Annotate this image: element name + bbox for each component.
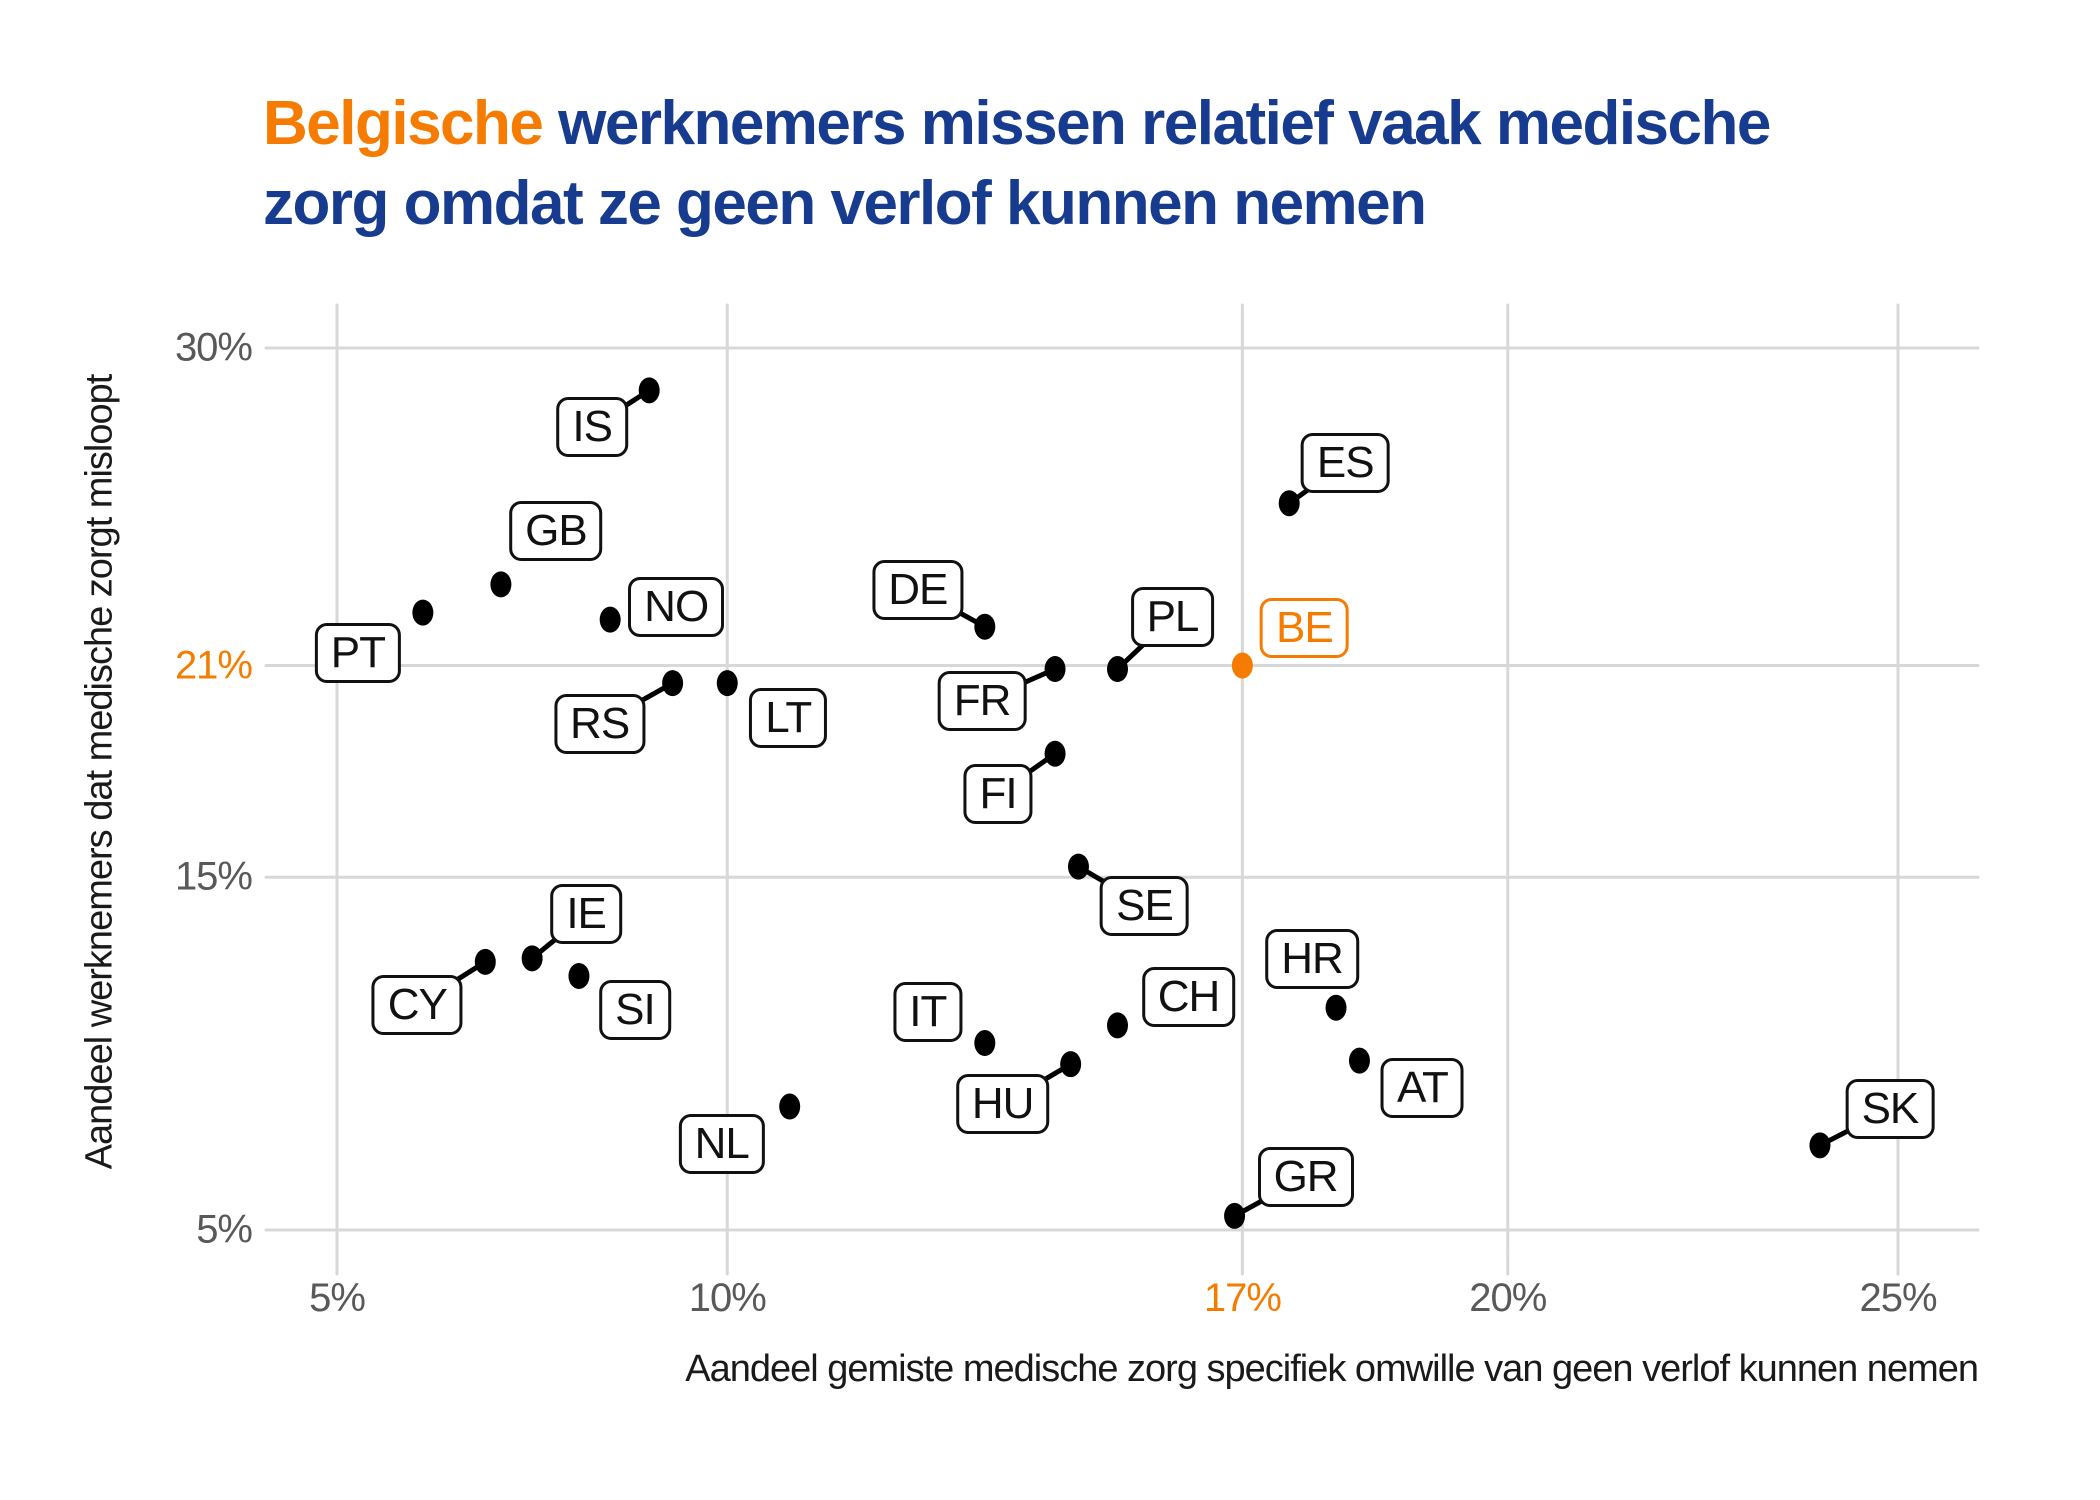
data-point-NL — [779, 1093, 801, 1120]
chart-title-line1: Belgische werknemers missen relatief vaa… — [263, 84, 1771, 164]
chart-title: Belgische werknemers missen relatief vaa… — [263, 84, 1771, 244]
country-label-FR: FR — [937, 671, 1027, 732]
country-label-BE: BE — [1260, 597, 1349, 658]
country-label-RS: RS — [554, 694, 646, 755]
data-point-RS — [662, 670, 684, 697]
x-tick-label-5%: 5% — [309, 1276, 366, 1320]
data-point-FR — [1044, 656, 1066, 683]
country-label-GB: GB — [509, 501, 603, 562]
x-axis-title: Aandeel gemiste medische zorg specifiek … — [685, 1348, 1979, 1390]
x-tick-label-10%: 10% — [688, 1276, 767, 1320]
country-label-AT: AT — [1380, 1057, 1464, 1118]
data-point-PT — [412, 599, 434, 626]
country-label-FI: FI — [963, 763, 1033, 824]
country-label-SI: SI — [599, 979, 671, 1040]
data-point-IS — [638, 377, 660, 404]
country-label-NO: NO — [628, 576, 725, 637]
country-label-HR: HR — [1265, 928, 1359, 989]
country-label-ES: ES — [1300, 433, 1390, 494]
data-point-FI — [1044, 740, 1066, 767]
y-tick-label-15%: 15% — [174, 854, 253, 899]
data-point-IE — [521, 945, 543, 972]
country-label-CH: CH — [1141, 967, 1236, 1028]
y-tick-label-30%: 30% — [174, 325, 253, 370]
data-point-HU — [1060, 1051, 1082, 1078]
chart-title-line1-rest: werknemers missen relatief vaak medische — [542, 89, 1771, 158]
data-point-PL — [1107, 656, 1128, 683]
country-label-IS: IS — [556, 397, 628, 458]
data-point-DE — [974, 613, 996, 640]
x-tick-label-17%: 17% — [1203, 1276, 1282, 1320]
y-axis-title: Aandeel werknemers dat medische zorgt mi… — [78, 374, 121, 1170]
country-label-GR: GR — [1257, 1146, 1354, 1207]
y-tick-label-21%: 21% — [174, 643, 253, 688]
country-label-SK: SK — [1845, 1079, 1935, 1140]
country-label-CY: CY — [371, 974, 463, 1035]
chart-title-highlight: Belgische — [263, 89, 544, 158]
data-point-ES — [1278, 490, 1300, 517]
data-point-GB — [490, 571, 512, 598]
data-point-BE — [1231, 652, 1253, 679]
country-label-NL: NL — [678, 1113, 765, 1174]
country-label-PL: PL — [1130, 587, 1215, 648]
country-label-IT: IT — [893, 982, 963, 1043]
data-point-AT — [1348, 1047, 1370, 1074]
y-tick-label-5%: 5% — [196, 1207, 253, 1252]
country-label-DE: DE — [872, 559, 964, 620]
country-label-IE: IE — [550, 884, 622, 945]
chart-title-line2: zorg omdat ze geen verlof kunnen nemen — [263, 169, 1427, 238]
data-point-SK — [1809, 1132, 1831, 1159]
country-label-SE: SE — [1100, 875, 1189, 936]
x-tick-label-25%: 25% — [1859, 1276, 1937, 1320]
data-point-LT — [716, 670, 738, 697]
x-tick-label-20%: 20% — [1469, 1276, 1547, 1320]
data-point-IT — [974, 1030, 996, 1057]
data-point-CY — [474, 948, 496, 975]
country-label-PT: PT — [314, 622, 401, 683]
data-point-CH — [1107, 1012, 1128, 1039]
country-label-HU: HU — [955, 1074, 1050, 1135]
data-point-NO — [599, 606, 621, 633]
data-point-SI — [568, 962, 590, 989]
data-point-HR — [1325, 994, 1347, 1021]
data-point-SE — [1067, 853, 1089, 880]
data-point-GR — [1224, 1202, 1246, 1229]
country-label-LT: LT — [749, 688, 828, 749]
